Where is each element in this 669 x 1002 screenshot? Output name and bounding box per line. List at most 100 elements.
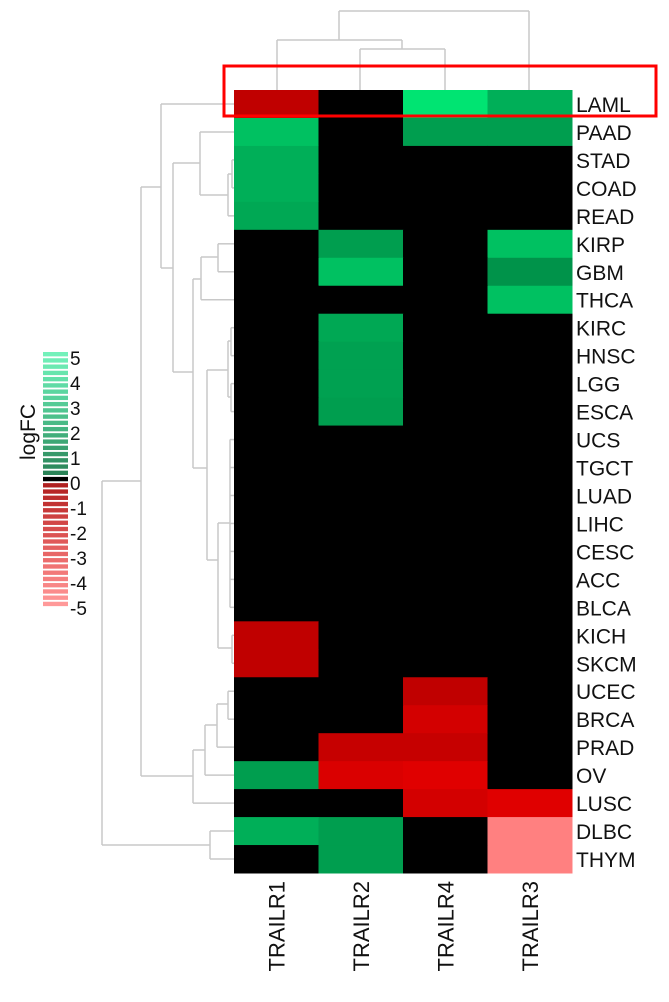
column-dendrogram	[276, 10, 530, 90]
cell-ov-trailr2	[318, 761, 404, 790]
cell-lusc-trailr4	[403, 789, 488, 818]
row-label-lgg: LGG	[576, 374, 620, 397]
cell-lgg-trailr1	[234, 369, 319, 399]
legend-color-stripe	[43, 370, 68, 376]
cell-lihc-trailr1	[234, 509, 319, 538]
legend-color-stripe	[43, 433, 68, 438]
row-label-brca: BRCA	[576, 709, 634, 732]
cell-thym-trailr2	[318, 845, 404, 874]
cell-read-trailr3	[487, 201, 573, 231]
row-label-cesc: CESC	[576, 541, 634, 564]
cell-stad-trailr4	[403, 145, 488, 175]
cell-tgct-trailr4	[403, 453, 488, 482]
cell-read-trailr2	[318, 201, 404, 231]
cell-dlbc-trailr1	[234, 817, 319, 846]
legend-color-stripe	[43, 526, 68, 532]
cell-kirp-trailr1	[234, 229, 319, 259]
legend-color-stripe	[43, 551, 68, 557]
cell-lihc-trailr3	[487, 509, 573, 538]
cell-kich-trailr3	[487, 621, 573, 650]
cell-thca-trailr2	[318, 285, 404, 315]
cell-paad-trailr3	[487, 117, 573, 147]
cell-acc-trailr3	[487, 565, 573, 594]
row-label-blca: BLCA	[576, 597, 631, 620]
cell-coad-trailr3	[487, 173, 573, 203]
legend-color-stripe	[43, 401, 68, 407]
legend-tick-label: 1	[70, 449, 81, 470]
cell-stad-trailr1	[234, 145, 319, 175]
legend-colorbar	[43, 352, 68, 607]
row-label-thym: THYM	[576, 849, 636, 872]
cell-hnsc-trailr4	[403, 341, 488, 371]
legend-color-stripe	[43, 470, 68, 476]
legend-color-stripe	[43, 476, 68, 482]
column-label-trailr3: TRAILR3	[518, 881, 543, 971]
cell-skcm-trailr4	[403, 649, 488, 678]
cell-ucec-trailr2	[318, 677, 404, 706]
row-label-skcm: SKCM	[576, 653, 637, 676]
cell-kirc-trailr3	[487, 313, 573, 343]
cell-lgg-trailr3	[487, 369, 573, 399]
cell-hnsc-trailr3	[487, 341, 573, 371]
cell-prad-trailr4	[403, 733, 488, 762]
cell-tgct-trailr2	[318, 453, 404, 482]
legend-color-stripe	[43, 533, 68, 538]
legend-color-stripe	[43, 545, 68, 550]
cell-esca-trailr3	[487, 397, 573, 427]
cell-luad-trailr2	[318, 481, 404, 510]
legend-color-stripe	[43, 358, 68, 363]
cell-dlbc-trailr2	[318, 817, 404, 846]
cell-coad-trailr4	[403, 173, 488, 203]
legend-title: logFC	[17, 404, 40, 460]
cell-stad-trailr2	[318, 145, 404, 175]
cell-ucec-trailr3	[487, 677, 573, 706]
cell-paad-trailr2	[318, 117, 404, 147]
legend-tick-label: 2	[70, 424, 81, 445]
column-labels: TRAILR1 TRAILR2 TRAILR4 TRAILR3	[264, 881, 543, 971]
cell-esca-trailr1	[234, 397, 319, 427]
cell-cesc-trailr3	[487, 537, 573, 566]
cell-ucec-trailr4	[403, 677, 488, 706]
cell-thca-trailr3	[487, 285, 573, 315]
cell-thym-trailr3	[487, 845, 573, 874]
cell-prad-trailr3	[487, 733, 573, 762]
legend-color-stripe	[43, 539, 68, 544]
row-label-kich: KICH	[576, 625, 626, 648]
cell-luad-trailr3	[487, 481, 573, 510]
row-label-coad: COAD	[576, 178, 637, 201]
cell-thca-trailr1	[234, 285, 319, 315]
legend-tick-label: 4	[70, 374, 81, 395]
cell-cesc-trailr1	[234, 537, 319, 566]
cell-kirc-trailr1	[234, 313, 319, 343]
cell-paad-trailr1	[234, 117, 319, 147]
cell-tgct-trailr1	[234, 453, 319, 482]
cell-gbm-trailr4	[403, 257, 488, 287]
cell-kirp-trailr4	[403, 229, 488, 259]
cell-lusc-trailr2	[318, 789, 404, 818]
cell-dlbc-trailr4	[403, 817, 488, 846]
legend-color-stripe	[43, 420, 68, 426]
cell-ov-trailr3	[487, 761, 573, 790]
cell-stad-trailr3	[487, 145, 573, 175]
legend-color-stripe	[43, 564, 68, 569]
legend-tick-label: -3	[70, 549, 87, 570]
legend-color-stripe	[43, 439, 68, 444]
cell-cesc-trailr4	[403, 537, 488, 566]
row-label-laml: LAML	[576, 94, 631, 117]
cell-acc-trailr2	[318, 565, 404, 594]
cell-acc-trailr4	[403, 565, 488, 594]
legend-color-stripe	[43, 595, 68, 600]
cell-hnsc-trailr1	[234, 341, 319, 371]
cell-ucs-trailr4	[403, 425, 488, 455]
cell-thca-trailr4	[403, 285, 488, 315]
cell-coad-trailr1	[234, 173, 319, 203]
cell-ov-trailr4	[403, 761, 488, 790]
legend-tick-labels: 5 4 3 2 1 0 -1 -2 -3 -4 -5	[70, 349, 87, 620]
cell-lihc-trailr4	[403, 509, 488, 538]
legend-color-stripe	[43, 601, 68, 607]
legend-color-stripe	[43, 508, 68, 513]
row-label-hnsc: HNSC	[576, 346, 636, 369]
legend-color-stripe	[43, 352, 68, 357]
